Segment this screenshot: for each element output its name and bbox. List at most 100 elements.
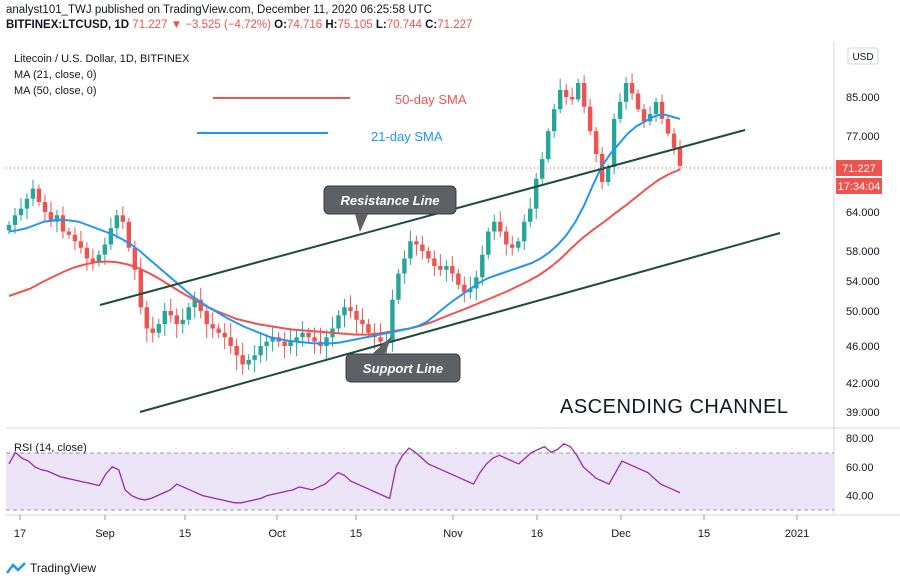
candle-body: [174, 315, 179, 325]
price-tick-label: 54.000: [846, 276, 880, 288]
rsi-tick-label: 40.00: [846, 491, 874, 503]
sma21-line: [8, 113, 681, 345]
time-tick-label: 15: [350, 528, 362, 540]
candle-body: [563, 90, 569, 97]
candle-body: [426, 251, 431, 259]
candle-body: [252, 355, 257, 360]
candle-body: [659, 101, 665, 119]
support-callout-pointer: [372, 336, 392, 354]
time-tick-label: Sep: [95, 528, 115, 540]
candle-body: [450, 266, 455, 274]
candle-body: [414, 241, 419, 245]
time-tick-label: 17: [14, 528, 26, 540]
candle-body: [60, 215, 66, 232]
candle-body: [138, 269, 144, 308]
price-tick-label: 58.000: [846, 246, 880, 258]
chart-header: analyst101_TWJ published on TradingView.…: [6, 3, 472, 33]
candle-body: [474, 277, 479, 289]
time-tick-label: 15: [179, 528, 191, 540]
candle-body: [587, 106, 593, 132]
high-label: H:: [325, 19, 338, 31]
support-label: Support Line: [363, 361, 443, 376]
candle-body: [294, 337, 299, 342]
rsi-axis[interactable]: 80.00 60.00 40.00: [846, 433, 874, 503]
resistance-line: [99, 129, 746, 306]
time-tick-label: 16: [531, 528, 543, 540]
candle-body: [641, 109, 647, 122]
price-axis[interactable]: 85.000 77.000 64.000 58.000 54.000 50.000 46.0…: [846, 92, 880, 419]
last-price: 71.227: [132, 19, 168, 31]
candle-body: [306, 332, 311, 338]
candle-body: [581, 83, 587, 107]
open-value: 74.716: [286, 19, 323, 31]
candle-body: [12, 215, 18, 225]
candle-body: [575, 83, 581, 100]
rsi-tick-label: 80.00: [846, 433, 874, 445]
candle-body: [24, 198, 30, 209]
candle-body: [671, 133, 677, 148]
candle-body: [468, 288, 473, 293]
last-price-tag-text: 71.227: [842, 163, 876, 175]
candle-body: [480, 254, 485, 278]
candle-body: [126, 221, 132, 248]
support-callout-box: [345, 353, 461, 383]
candle-body: [336, 315, 341, 329]
candle-body: [66, 231, 72, 235]
candle-body: [665, 118, 671, 134]
price-tick-label: 42.000: [846, 378, 880, 390]
price-tick-label: 46.000: [846, 341, 880, 353]
candle-body: [522, 221, 527, 242]
time-axis[interactable]: 17 Sep 15 Oct 15 Nov 16 Dec 15 2021: [14, 515, 809, 540]
candle-body: [456, 273, 461, 285]
candle-body: [54, 215, 60, 222]
candle-body: [342, 307, 347, 316]
time-tick-label: Dec: [611, 528, 631, 540]
candle-body: [30, 188, 36, 199]
tradingview-logo-icon: [6, 562, 26, 574]
candle-body: [408, 241, 413, 259]
price-tick-label: 39.000: [846, 407, 880, 419]
candle-body: [246, 359, 251, 365]
candle-body: [324, 337, 329, 346]
price-tick-label: 50.000: [846, 306, 880, 318]
footer: TradingView: [6, 561, 96, 575]
candle-body: [42, 202, 48, 212]
candle-body: [498, 221, 503, 232]
candle-body: [96, 254, 102, 263]
candle-body: [186, 307, 191, 320]
candle-body: [78, 241, 84, 248]
candle-body: [282, 341, 287, 346]
last-price-tag: [836, 160, 882, 176]
candle-body: [18, 208, 24, 216]
rsi-band: [6, 453, 834, 510]
candle-body: [402, 258, 407, 274]
currency-button[interactable]: [847, 47, 879, 65]
close-value: 71.227: [437, 19, 473, 31]
time-tick-label: Oct: [268, 528, 285, 540]
low-value: 70.744: [386, 19, 422, 31]
candle-body: [36, 188, 42, 202]
candle-body: [150, 328, 155, 333]
high-value: 75.105: [337, 19, 373, 31]
low-label: L:: [375, 19, 387, 31]
candle-body: [312, 337, 317, 342]
candle-body: [234, 346, 239, 356]
candle-body: [378, 337, 383, 342]
candle-body: [551, 109, 557, 132]
candle-body: [360, 319, 365, 325]
sma21-annotation: 21-day SMA: [371, 129, 443, 144]
time-tick-label: 2021: [785, 528, 809, 540]
candle-body: [438, 266, 443, 270]
price-tick-label: 77.000: [846, 131, 880, 143]
candle-body: [611, 118, 617, 167]
rsi-tick-label: 60.00: [846, 462, 874, 474]
candle-body: [366, 324, 371, 333]
currency-label: USD: [852, 52, 873, 63]
candle-body: [677, 147, 683, 166]
price-tick-label: 64.000: [846, 207, 880, 219]
candle-body: [432, 258, 437, 266]
candle-body: [180, 319, 185, 325]
candle-body: [168, 311, 173, 316]
candle-body: [569, 97, 575, 100]
